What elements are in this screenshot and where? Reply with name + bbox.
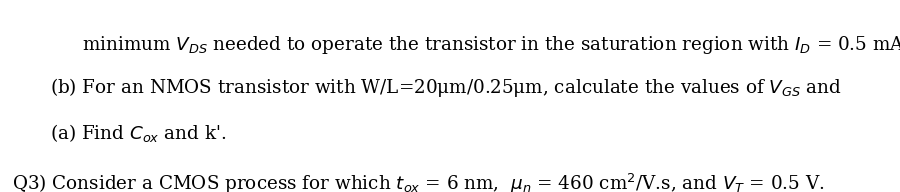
Text: (b) For an NMOS transistor with W/L=20μm/0.25μm, calculate the values of $V_{GS}: (b) For an NMOS transistor with W/L=20μm… [50, 76, 842, 99]
Text: (a) Find $C_{ox}$ and k'.: (a) Find $C_{ox}$ and k'. [50, 122, 227, 144]
Text: minimum $V_{DS}$ needed to operate the transistor in the saturation region with : minimum $V_{DS}$ needed to operate the t… [82, 34, 900, 56]
Text: Q3) Consider a CMOS process for which $t_{ox}$ = 6 nm,  $\mu_n$ = 460 cm$^2$/V.s: Q3) Consider a CMOS process for which $t… [12, 172, 824, 192]
